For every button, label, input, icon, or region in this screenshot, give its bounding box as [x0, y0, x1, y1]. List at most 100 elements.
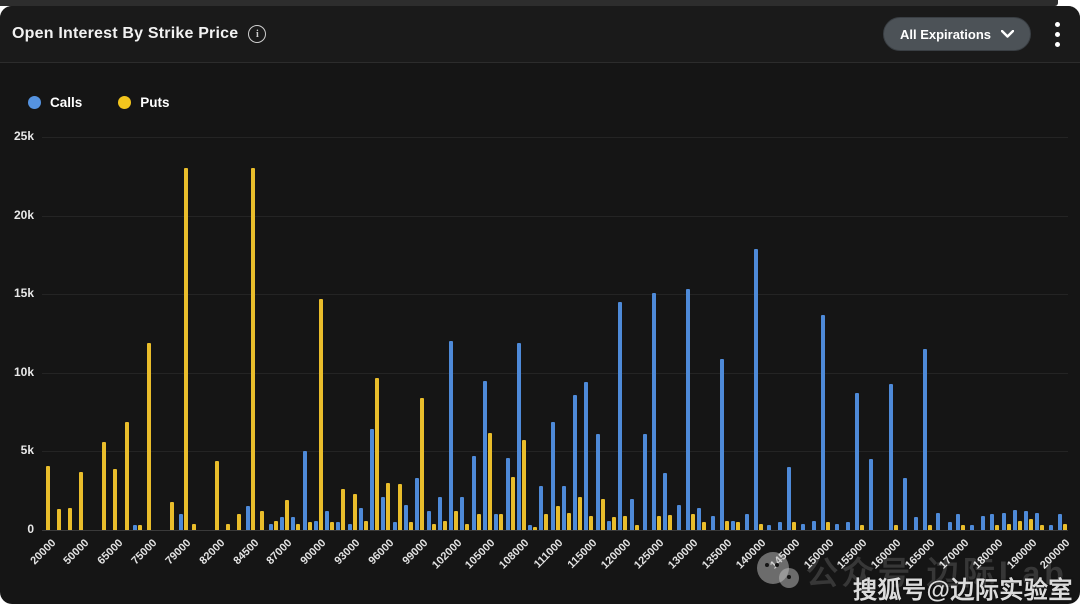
- bar-calls-u23: [302, 451, 307, 530]
- bar-puts-120000: [623, 515, 628, 530]
- bar-puts-130000: [690, 514, 695, 530]
- legend-item-puts[interactable]: Puts: [118, 95, 170, 110]
- bar-calls-140000: [753, 248, 758, 530]
- bar-puts-u46: [566, 513, 571, 530]
- bar-puts-u17: [237, 514, 242, 530]
- bar-puts-102000: [454, 511, 459, 530]
- legend-item-calls[interactable]: Calls: [28, 95, 82, 110]
- bar-puts-u26: [341, 489, 346, 530]
- bar-calls-165000: [922, 349, 927, 530]
- bar-puts-u19: [259, 511, 264, 530]
- bar-puts-u23: [307, 522, 312, 530]
- gridline-25k: [42, 137, 1068, 138]
- bar-calls-u44: [539, 485, 544, 530]
- bar-calls-111000: [550, 421, 555, 530]
- bar-calls-87000: [280, 517, 284, 530]
- bar-puts-75000: [147, 342, 152, 530]
- bar-calls-u40: [494, 514, 499, 530]
- bar-calls-190000: [1024, 511, 1029, 530]
- bar-puts-170000: [961, 525, 966, 530]
- bar-calls-u59: [710, 515, 715, 530]
- bar-calls-u31: [392, 522, 397, 530]
- bar-calls-u25: [325, 511, 330, 530]
- gridline-20k: [42, 215, 1068, 217]
- bar-puts-u28: [363, 520, 368, 530]
- bar-calls-u82: [970, 525, 975, 530]
- plot-area[interactable]: 0 5k 10k 15k 20k 25k 20000 50000 65000 75000 79000…: [0, 6, 1080, 604]
- page-title: Open Interest By Strike Price: [12, 25, 239, 42]
- bar-calls-90000: [313, 520, 318, 530]
- bar-calls-u77: [913, 517, 918, 530]
- info-icon[interactable]: i: [248, 25, 267, 43]
- bar-puts-u32: [409, 522, 414, 530]
- bar-calls-u56: [677, 504, 682, 530]
- bar-puts-u88: [1040, 525, 1045, 530]
- x-axis-line: [42, 530, 1068, 531]
- bar-puts-u5: [102, 441, 106, 530]
- chart-legend: Calls Puts: [28, 92, 170, 112]
- kebab-menu-icon[interactable]: [1049, 18, 1066, 51]
- bar-puts-u38: [476, 514, 481, 530]
- bar-calls-120000: [618, 302, 623, 530]
- bar-puts-180000: [995, 525, 1000, 530]
- bar-calls-u28: [358, 507, 363, 530]
- bar-calls-u49: [595, 434, 600, 530]
- bar-puts-u43: [533, 526, 538, 530]
- y-tick-5k: 5k: [20, 443, 34, 458]
- bar-puts-115000: [589, 515, 594, 530]
- bar-calls-u34: [426, 511, 431, 530]
- bar-puts-u22: [296, 523, 301, 530]
- y-tick-20k: 20k: [13, 207, 34, 222]
- y-tick-25k: 25k: [13, 129, 34, 143]
- bar-calls-u58: [697, 507, 702, 530]
- bar-calls-u64: [767, 525, 772, 530]
- bar-calls-79000: [178, 514, 183, 530]
- expirations-label: All Expirations: [899, 26, 991, 42]
- bar-puts-190000: [1029, 518, 1034, 530]
- bar-calls-180000: [990, 514, 995, 530]
- bar-calls-u32: [404, 504, 409, 530]
- bar-puts-u16: [226, 523, 231, 530]
- bar-calls-150000: [821, 314, 826, 530]
- bar-calls-u53: [643, 434, 648, 530]
- bar-calls-u50: [606, 520, 611, 530]
- bar-puts-u29: [375, 377, 380, 530]
- bar-calls-u38: [471, 456, 476, 530]
- expirations-dropdown[interactable]: All Expirations: [882, 17, 1031, 51]
- bar-calls-84500: [246, 506, 251, 530]
- bar-puts-108000: [521, 440, 526, 530]
- bar-calls-170000: [956, 514, 961, 530]
- bar-puts-u49: [600, 498, 605, 530]
- bar-puts-111000: [555, 506, 560, 530]
- calls-color-dot: [28, 95, 41, 109]
- bar-puts-u37: [465, 523, 470, 530]
- y-tick-15k: 15k: [13, 286, 34, 301]
- bar-calls-96000: [381, 496, 386, 530]
- bar-calls-u68: [812, 520, 817, 530]
- bar-calls-u8: [133, 525, 138, 530]
- bar-puts-u7: [124, 421, 129, 530]
- bar-puts-79000: [183, 168, 188, 530]
- bar-puts-u8: [138, 525, 143, 530]
- bar-calls-130000: [685, 289, 690, 530]
- panel-header: Open Interest By Strike Price i All Expi…: [0, 6, 1080, 62]
- gridline-5k: [42, 451, 1068, 453]
- bar-calls-135000: [719, 358, 724, 530]
- bar-calls-108000: [516, 342, 521, 530]
- gridline-10k: [42, 372, 1068, 374]
- bar-calls-102000: [449, 341, 454, 530]
- bar-puts-u58: [702, 522, 707, 530]
- bar-calls-u70: [834, 523, 839, 530]
- bar-puts-u55: [668, 515, 673, 530]
- bar-puts-140000: [758, 523, 763, 530]
- bar-calls-u47: [573, 394, 578, 530]
- bar-puts-u40: [499, 514, 504, 530]
- bar-puts-165000: [927, 525, 932, 530]
- bar-calls-u85: [1001, 512, 1006, 530]
- bar-puts-u47: [578, 496, 583, 530]
- bar-puts-u13: [192, 523, 197, 530]
- bar-calls-u76: [902, 478, 907, 530]
- bar-puts-90000: [318, 298, 323, 530]
- bar-calls-u67: [801, 523, 806, 530]
- calls-legend-label: Calls: [50, 94, 83, 110]
